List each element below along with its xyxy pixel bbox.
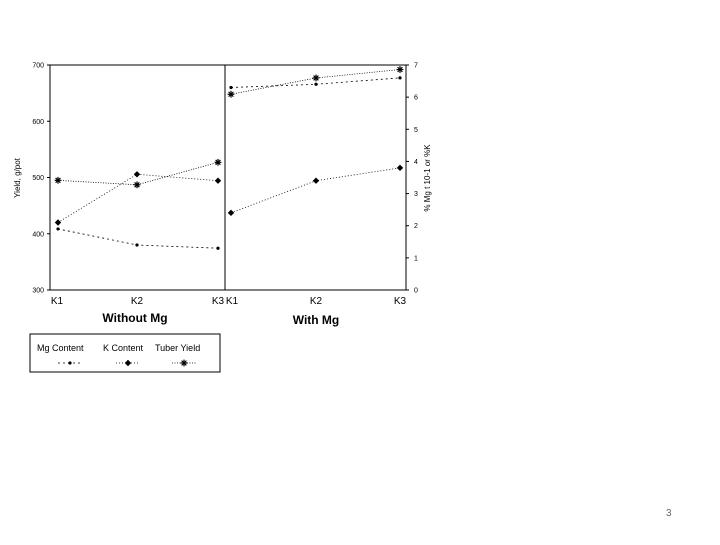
data-point-tuber-yield (133, 181, 141, 189)
left-axis-title: Yield, g/pot (13, 157, 22, 198)
right-axis-title: % Mg t 10-1 or %K (423, 144, 432, 212)
legend-samples (58, 359, 196, 367)
legend-box (29, 333, 221, 373)
category-labels: K1 K2 K3 K1 K2 K3 (51, 296, 407, 307)
legend-marker-tuber-yield (180, 359, 188, 367)
data-point-k-content (396, 164, 404, 172)
data-point-k-content (227, 209, 235, 217)
slide-number: 3 (666, 508, 672, 519)
data-point-mg-content (229, 85, 233, 90)
series-line-k-content (230, 167, 401, 214)
right-tick-label: 1 (414, 255, 418, 262)
data-point-tuber-yield (396, 66, 404, 73)
data-point-k-content (133, 171, 141, 178)
data-point-tuber-yield (214, 158, 222, 166)
data-point-k-content (214, 177, 222, 184)
data-point-tuber-yield (54, 176, 62, 184)
right-axis-ticks: 0 1 2 3 4 5 6 7 (406, 63, 418, 295)
left-axis-ticks: 300 400 500 600 700 (32, 63, 50, 295)
data-point-mg-content (135, 243, 139, 247)
category-label: K1 (51, 296, 64, 307)
right-tick-label: 3 (414, 191, 418, 198)
right-tick-label: 4 (414, 159, 418, 166)
series-line-k-content (57, 173, 219, 223)
category-label: K2 (310, 296, 323, 307)
plot-frame (49, 64, 407, 291)
right-tick-label: 6 (414, 95, 418, 102)
category-label: K3 (394, 296, 407, 307)
left-tick-label: 500 (32, 175, 44, 182)
right-tick-label: 0 (414, 288, 418, 295)
panel-title-with-mg: With Mg (293, 313, 340, 327)
data-point-tuber-yield (227, 90, 235, 98)
left-tick-label: 400 (32, 231, 44, 238)
left-tick-label: 600 (32, 119, 44, 126)
series-line-tuber-yield (57, 161, 219, 186)
legend-label-k-content: K Content (103, 343, 144, 353)
category-label: K2 (131, 296, 144, 307)
data-point-mg-content (216, 246, 220, 250)
left-tick-label: 300 (32, 288, 44, 295)
legend-label-mg-content: Mg Content (37, 343, 84, 353)
data-point-mg-content (314, 82, 318, 86)
series-line-tuber-yield (230, 69, 401, 95)
right-tick-label: 5 (414, 127, 418, 134)
panel-title-without-mg: Without Mg (102, 311, 167, 325)
category-label: K3 (212, 296, 225, 307)
legend-marker-mg-content (68, 361, 72, 365)
left-tick-label: 700 (32, 63, 44, 70)
data-point-tuber-yield (312, 74, 320, 82)
data-point-k-content (312, 177, 320, 184)
right-tick-label: 7 (414, 63, 418, 70)
category-label: K1 (226, 296, 239, 307)
data-point-mg-content (56, 227, 60, 231)
data-point-k-content (54, 219, 62, 226)
legend-marker-k-content (124, 359, 132, 367)
series-layer (54, 66, 404, 250)
data-point-mg-content (398, 76, 402, 80)
legend-label-tuber-yield: Tuber Yield (155, 343, 200, 353)
right-tick-label: 2 (414, 223, 418, 230)
